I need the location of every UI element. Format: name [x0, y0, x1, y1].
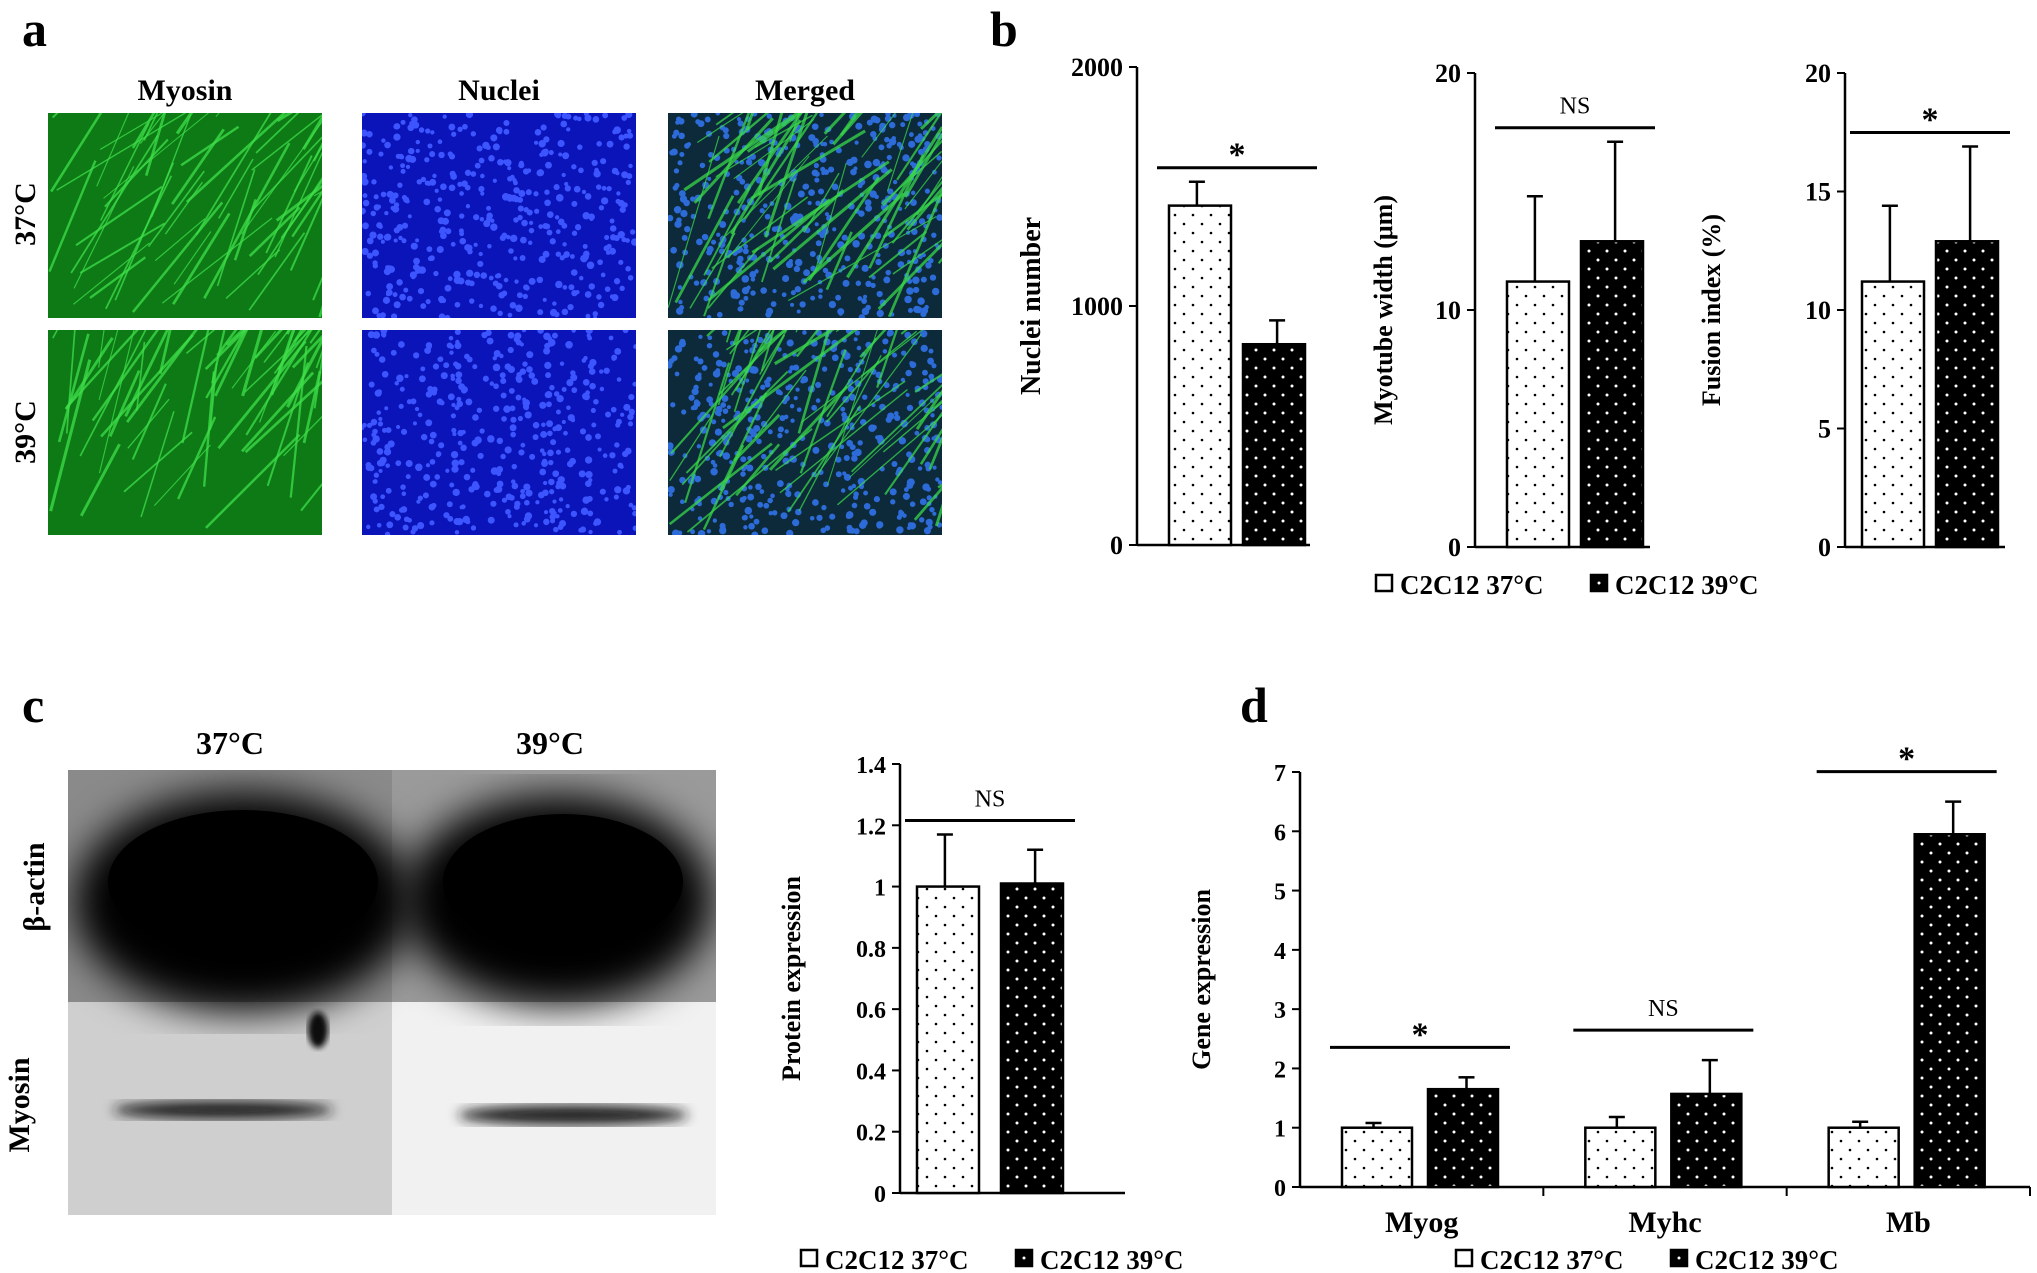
y-tick-label: 20 [1435, 59, 1461, 88]
legend-swatch [1374, 573, 1394, 593]
legend-label: C2C12 39°C [1695, 1245, 1839, 1273]
y-tick-label: 1 [1274, 1117, 1286, 1143]
y-tick-label: 0 [1110, 531, 1123, 560]
bar-37c [1167, 204, 1233, 547]
fusion-index-chart: 0 5 10 15 20 Fusion index (%) * [1697, 59, 2010, 562]
legend-c: C2C12 37°C C2C12 39°C [799, 1245, 1184, 1273]
y-tick-label: 5 [1818, 415, 1831, 444]
blot-col-37c: 37°C [196, 725, 264, 761]
y-tick-label: 2 [1274, 1057, 1286, 1083]
bar-37c [1584, 1126, 1657, 1189]
significance-label: NS [975, 786, 1006, 812]
blot-row-myosin: Myosin [3, 1057, 36, 1153]
x-tick-label: Myhc [1628, 1206, 1701, 1239]
protein-expression-chart: 0 0.2 0.4 0.6 0.8 1 1.2 1.4 Protein expression NS [777, 753, 1125, 1208]
legend-label: C2C12 39°C [1615, 570, 1759, 600]
bar-37c [1340, 1126, 1414, 1189]
bar-39c [999, 882, 1065, 1195]
panel-label-b: b [990, 1, 1018, 57]
panel-label-a: a [22, 1, 47, 57]
bar-39c [1241, 342, 1307, 547]
bar-39c [1579, 240, 1645, 549]
y-axis-label: Protein expression [777, 876, 806, 1081]
column-title-merged: Merged [755, 74, 855, 107]
y-axis-label: Fusion index (%) [1697, 214, 1726, 406]
row-label-37c: 37°C [9, 182, 42, 246]
gene-expression-chart: 0 1 2 3 4 5 6 7 Gene expression * Myog NS Myhc * Mb [1187, 741, 2031, 1239]
y-tick-label: 0.4 [856, 1059, 886, 1085]
x-tick-label: Mb [1886, 1206, 1931, 1239]
y-axis-label: Myotube width (μm) [1369, 195, 1398, 425]
y-axis-label: Gene expression [1187, 889, 1216, 1070]
column-title-myosin: Myosin [137, 74, 233, 107]
y-tick-label: 0.8 [856, 937, 886, 963]
blot-col-39c: 39°C [516, 725, 584, 761]
legend-label: C2C12 37°C [1480, 1245, 1624, 1273]
merged-37c-image [668, 113, 942, 318]
y-tick-label: 1000 [1071, 292, 1123, 321]
y-tick-label: 4 [1274, 939, 1286, 965]
x-tick-label: Myog [1385, 1206, 1458, 1239]
significance-label: * [1229, 137, 1246, 174]
legend-b: C2C12 37°C C2C12 39°C [1374, 570, 1759, 600]
y-tick-label: 3 [1274, 998, 1286, 1024]
myosin-37c-image [48, 113, 322, 318]
y-tick-label: 7 [1274, 761, 1286, 787]
western-blot-image [68, 770, 716, 1215]
y-tick-label: 0 [874, 1182, 886, 1208]
significance-label: NS [1560, 94, 1591, 120]
row-label-39c: 39°C [9, 400, 42, 464]
significance-label: * [1922, 101, 1939, 138]
bar-39c [1934, 240, 2000, 549]
legend-label: C2C12 37°C [1400, 570, 1544, 600]
significance-label: NS [1648, 996, 1679, 1022]
y-tick-label: 6 [1274, 820, 1286, 846]
legend-swatch [799, 1248, 819, 1268]
panel-label-d: d [1240, 677, 1268, 733]
nuclei-37c-image [362, 113, 636, 318]
y-tick-label: 1.4 [856, 753, 886, 779]
y-tick-label: 1 [874, 876, 886, 902]
y-tick-label: 20 [1805, 59, 1831, 88]
myotube-width-chart: 0 10 20 Myotube width (μm) NS [1369, 59, 1655, 562]
column-title-nuclei: Nuclei [458, 74, 540, 107]
y-tick-label: 1.2 [856, 814, 886, 840]
legend-d: C2C12 37°C C2C12 39°C [1454, 1245, 1839, 1273]
panel-label-c: c [22, 677, 45, 733]
y-tick-label: 0 [1274, 1176, 1286, 1202]
bar-39c [1913, 833, 1986, 1189]
bar-37c [1505, 280, 1571, 549]
bar-37c [1827, 1126, 1900, 1189]
myosin-39c-image [48, 330, 322, 535]
y-tick-label: 0.2 [856, 1121, 886, 1147]
significance-label: * [1898, 741, 1915, 778]
legend-label: C2C12 37°C [825, 1245, 969, 1273]
bar-37c [1860, 280, 1926, 549]
bar-39c [1426, 1087, 1500, 1189]
blot-row-beta-actin: β-actin [18, 842, 51, 932]
bar-39c [1670, 1092, 1743, 1189]
y-tick-label: 10 [1435, 296, 1461, 325]
nuclei-39c-image [362, 330, 636, 535]
y-tick-label: 0.6 [856, 998, 886, 1024]
bar-37c [915, 885, 981, 1195]
y-tick-label: 0 [1448, 533, 1461, 562]
y-tick-label: 5 [1274, 880, 1286, 906]
significance-label: * [1412, 1016, 1429, 1053]
legend-swatch [1454, 1248, 1474, 1268]
y-tick-label: 10 [1805, 296, 1831, 325]
y-tick-label: 15 [1805, 178, 1831, 207]
y-tick-label: 0 [1818, 533, 1831, 562]
y-tick-label: 2000 [1071, 53, 1123, 82]
y-axis-label: Nuclei number [1016, 217, 1047, 395]
merged-39c-image [668, 330, 942, 535]
nuclei-number-chart: 0 1000 2000 Nuclei number * [1016, 53, 1317, 560]
legend-label: C2C12 39°C [1040, 1245, 1184, 1273]
